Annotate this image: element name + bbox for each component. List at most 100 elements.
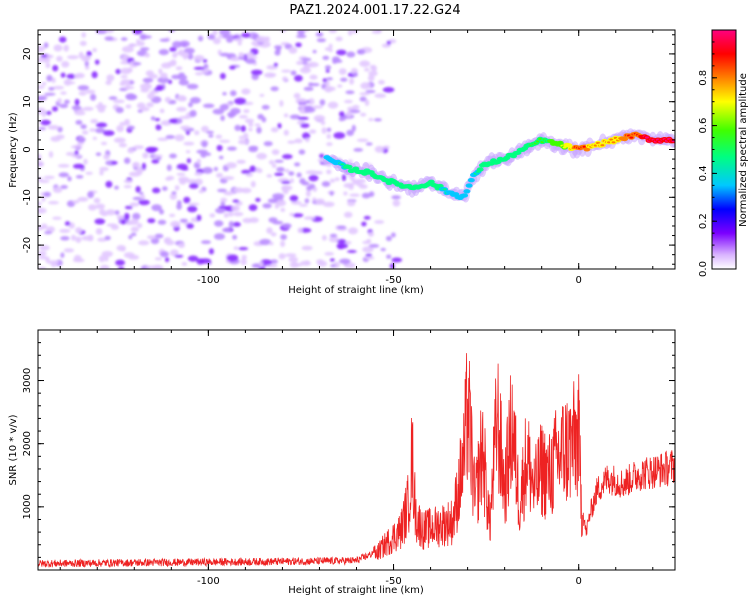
noise-blob bbox=[65, 152, 75, 156]
noise-blob bbox=[282, 76, 288, 82]
noise-blob bbox=[115, 68, 121, 75]
noise-blob bbox=[222, 92, 227, 96]
noise-blob bbox=[137, 223, 143, 229]
snr-plot-area bbox=[38, 353, 675, 569]
noise-blob bbox=[343, 191, 348, 196]
noise-blob bbox=[126, 94, 138, 101]
noise-blob bbox=[303, 216, 316, 220]
spectrogram-ticks: -100 -50 0 20 10 0 -10 -20 bbox=[22, 30, 675, 286]
noise-blob bbox=[60, 72, 66, 78]
noise-blob bbox=[189, 97, 201, 104]
ridge-core bbox=[629, 136, 634, 139]
noise-blob bbox=[178, 72, 185, 77]
x-tick-label: 0 bbox=[576, 576, 582, 587]
noise-blob bbox=[238, 247, 249, 251]
noise-blob bbox=[142, 77, 154, 83]
noise-blob bbox=[154, 233, 164, 239]
ridge-core bbox=[340, 163, 345, 166]
noise-blob bbox=[227, 212, 234, 217]
noise-blob bbox=[147, 147, 159, 152]
noise-blob bbox=[124, 212, 130, 220]
noise-blob bbox=[164, 96, 171, 103]
noise-blob bbox=[120, 37, 128, 41]
noise-blob bbox=[226, 254, 239, 262]
noise-blob bbox=[38, 154, 42, 161]
noise-blob bbox=[302, 61, 308, 65]
noise-blob bbox=[277, 123, 282, 129]
noise-blob bbox=[380, 247, 386, 252]
noise-blob bbox=[329, 233, 338, 238]
noise-blob bbox=[193, 66, 206, 70]
noise-blob bbox=[366, 238, 372, 243]
noise-blob bbox=[95, 203, 106, 210]
noise-blob bbox=[55, 134, 65, 140]
noise-blob bbox=[104, 235, 111, 241]
noise-blob bbox=[121, 46, 134, 53]
ridge-core bbox=[429, 180, 434, 183]
noise-blob bbox=[94, 59, 100, 65]
noise-blob bbox=[95, 122, 108, 128]
noise-blob bbox=[108, 96, 118, 100]
noise-blob bbox=[208, 134, 214, 138]
noise-blob bbox=[84, 55, 91, 61]
noise-blob bbox=[40, 119, 51, 126]
noise-blob bbox=[274, 45, 283, 50]
noise-blob bbox=[230, 107, 241, 115]
noise-blob bbox=[223, 212, 229, 218]
noise-blob bbox=[243, 109, 250, 114]
noise-blob bbox=[256, 152, 267, 160]
noise-blob bbox=[300, 123, 310, 128]
noise-blob bbox=[201, 240, 211, 245]
noise-blob bbox=[169, 47, 177, 52]
ridge-core bbox=[504, 156, 509, 159]
ridge-core bbox=[353, 167, 358, 170]
noise-blob bbox=[123, 179, 133, 184]
noise-blob bbox=[38, 161, 45, 167]
noise-blob bbox=[281, 185, 293, 191]
noise-blob bbox=[38, 127, 46, 131]
noise-blob bbox=[139, 191, 144, 195]
noise-blob bbox=[38, 85, 45, 89]
noise-blob bbox=[330, 258, 335, 262]
noise-blob bbox=[179, 218, 188, 223]
noise-blob bbox=[97, 237, 107, 242]
noise-blob bbox=[95, 104, 107, 109]
noise-blob bbox=[118, 143, 127, 148]
noise-blob bbox=[205, 130, 214, 134]
noise-blob bbox=[352, 30, 358, 34]
spectrogram-image bbox=[38, 30, 675, 269]
noise-blob bbox=[45, 111, 52, 115]
noise-blob bbox=[368, 118, 374, 122]
noise-blob bbox=[169, 213, 176, 218]
noise-blob bbox=[238, 139, 249, 145]
noise-blob bbox=[193, 55, 205, 61]
noise-blob bbox=[189, 110, 197, 117]
noise-blob bbox=[249, 165, 256, 173]
noise-blob bbox=[348, 109, 361, 114]
ridge-core bbox=[464, 190, 469, 193]
noise-blob bbox=[77, 196, 89, 202]
noise-blob bbox=[356, 183, 365, 187]
snr-ylabel: SNR (10 * v/v) bbox=[8, 414, 19, 485]
noise-blob bbox=[216, 144, 223, 152]
noise-blob bbox=[233, 187, 245, 193]
ridge-core bbox=[387, 181, 392, 184]
noise-blob bbox=[168, 118, 178, 124]
noise-blob bbox=[139, 83, 152, 90]
ridge-core bbox=[496, 160, 500, 164]
noise-blob bbox=[241, 88, 251, 95]
noise-blob bbox=[228, 112, 235, 119]
noise-blob bbox=[169, 193, 177, 200]
noise-blob bbox=[289, 114, 301, 120]
noise-blob bbox=[157, 76, 170, 84]
noise-blob bbox=[183, 141, 195, 146]
noise-blob bbox=[364, 99, 370, 106]
spectrogram-panel: -100 -50 0 20 10 0 -10 -20 Height of straight l… bbox=[8, 29, 676, 296]
noise-blob bbox=[155, 124, 162, 131]
noise-blob bbox=[359, 96, 367, 102]
noise-blob bbox=[288, 256, 299, 263]
noise-blob bbox=[259, 93, 265, 97]
noise-blob bbox=[73, 254, 82, 262]
noise-blob bbox=[75, 227, 83, 234]
noise-blob bbox=[53, 44, 63, 52]
